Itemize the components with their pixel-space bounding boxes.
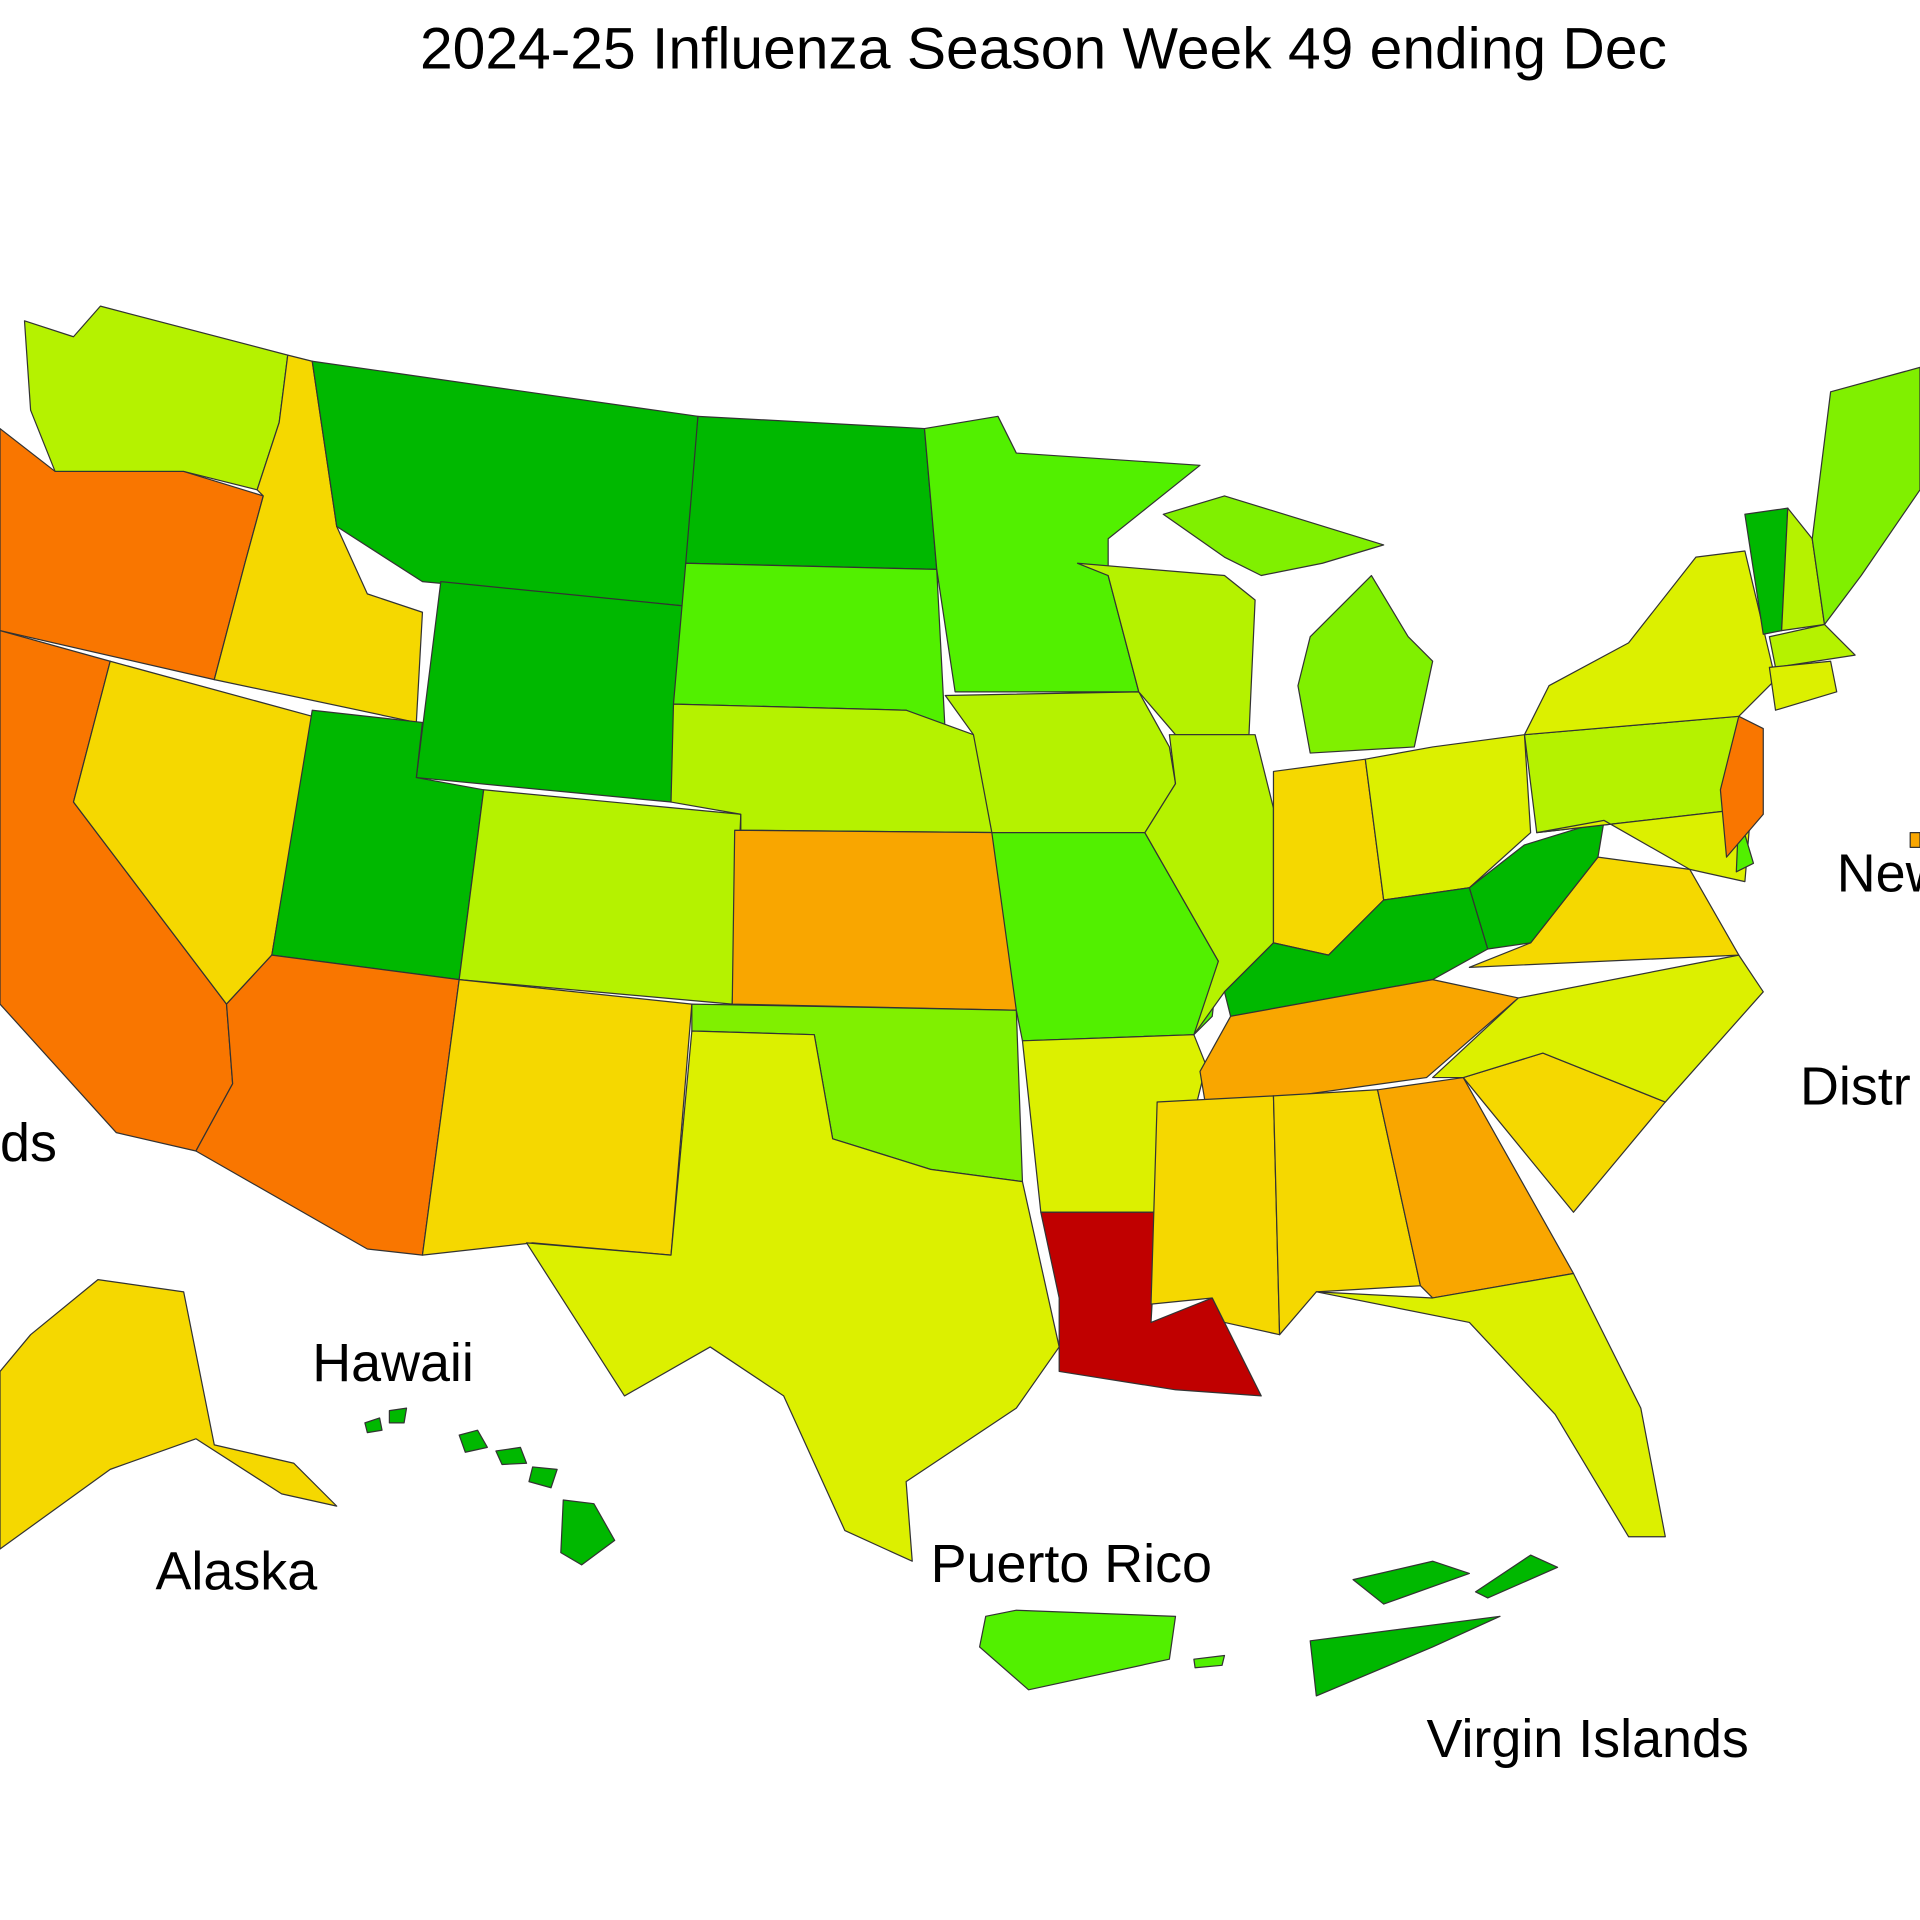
region-label: Hawaii bbox=[312, 1333, 474, 1393]
region-ny bbox=[1523, 550, 1777, 736]
region-hi-2 bbox=[388, 1407, 408, 1424]
region-vi-2 bbox=[1352, 1560, 1471, 1605]
region-nj bbox=[1719, 715, 1764, 858]
region-hi-6 bbox=[560, 1499, 616, 1566]
region-il bbox=[1144, 734, 1275, 1036]
region-nyc bbox=[1909, 832, 1920, 848]
region-mi bbox=[1297, 574, 1434, 754]
region-fl bbox=[1315, 1272, 1666, 1538]
region-pr-2 bbox=[1193, 1654, 1226, 1669]
map-title: 2024-25 Influenza Season Week 49 ending … bbox=[420, 17, 1667, 82]
region-labels: New Distr ds Hawaii Alaska Puerto Rico Virgin … bbox=[0, 843, 1920, 1769]
region-hi-3 bbox=[458, 1429, 488, 1453]
region-wv bbox=[1468, 819, 1605, 950]
region-pr bbox=[978, 1609, 1177, 1691]
region-ms bbox=[1150, 1095, 1281, 1336]
region-wy bbox=[415, 581, 687, 803]
region-hi-4 bbox=[495, 1446, 528, 1466]
region-label: Puerto Rico bbox=[931, 1534, 1212, 1594]
region-ma bbox=[1768, 623, 1856, 668]
region-hi-5 bbox=[528, 1466, 558, 1489]
region-label: Distr bbox=[1800, 1056, 1911, 1116]
region-ks bbox=[731, 829, 1017, 1011]
region-me bbox=[1811, 366, 1920, 626]
region-label: Virgin Islands bbox=[1427, 1709, 1749, 1769]
region-vi-3 bbox=[1474, 1554, 1559, 1599]
region-al bbox=[1272, 1089, 1422, 1336]
region-label: New bbox=[1837, 843, 1920, 903]
states bbox=[0, 305, 1920, 1697]
region-vi-1 bbox=[1309, 1615, 1501, 1697]
region-co bbox=[458, 789, 742, 1005]
region-label: Alaska bbox=[156, 1541, 318, 1601]
region-mt bbox=[311, 360, 699, 607]
region-label: ds bbox=[0, 1113, 57, 1173]
region-ct bbox=[1768, 660, 1838, 711]
region-tx bbox=[525, 1030, 1060, 1562]
region-wa bbox=[23, 305, 289, 491]
region-nd bbox=[685, 415, 938, 570]
region-az bbox=[195, 954, 460, 1256]
region-hi-1 bbox=[364, 1417, 383, 1434]
region-ak bbox=[0, 1278, 338, 1550]
region-nm bbox=[421, 978, 693, 1256]
region-va bbox=[1468, 856, 1740, 968]
region-nc bbox=[1432, 954, 1764, 1103]
region-md bbox=[1536, 807, 1752, 883]
region-mi-up bbox=[1162, 495, 1385, 577]
region-mn bbox=[923, 415, 1201, 693]
